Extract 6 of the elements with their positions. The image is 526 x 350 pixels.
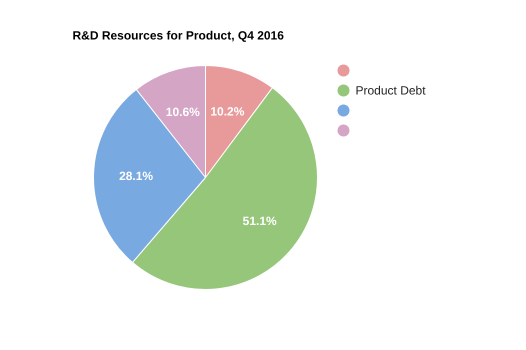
chart-title: R&D Resources for Product, Q4 2016 — [72, 28, 284, 42]
data-label: 10.2% — [210, 104, 245, 119]
legend-label: Product Debt — [356, 84, 426, 98]
data-label: 28.1% — [119, 168, 154, 183]
data-label: 10.6% — [166, 104, 200, 119]
data-label: 51.1% — [242, 214, 278, 228]
